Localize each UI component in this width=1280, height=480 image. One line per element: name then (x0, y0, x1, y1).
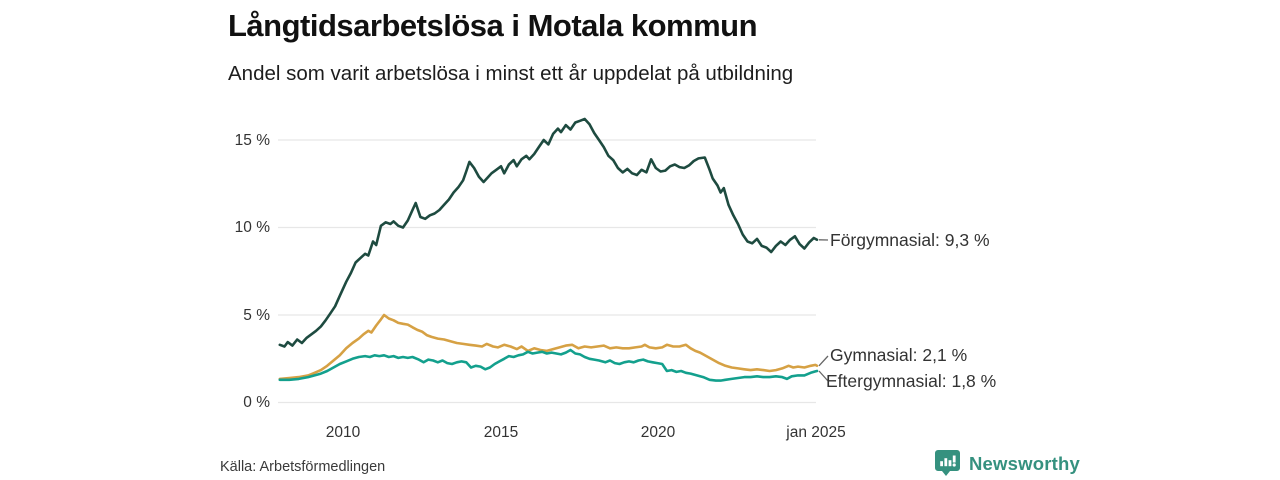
series-label-gymnasial: Gymnasial: 2,1 % (830, 345, 968, 365)
x-tick-label-2010: 2010 (325, 424, 361, 441)
y-tick-label-15: 15 % (234, 132, 270, 149)
newsworthy-barchart-icon (934, 449, 961, 478)
source-note: Källa: Arbetsförmedlingen (220, 459, 386, 475)
series-label-eftergymnasial: Eftergymnasial: 1,8 % (826, 371, 997, 391)
x-tick-label-jan-2025: jan 2025 (786, 424, 846, 441)
y-tick-label-5: 5 % (243, 307, 270, 324)
y-tick-label-10: 10 % (234, 219, 270, 236)
x-tick-label-2015: 2015 (483, 424, 519, 441)
chart-subtitle: Andel som varit arbetslösa i minst ett å… (228, 62, 794, 85)
newsworthy-logo: Newsworthy (934, 449, 1080, 478)
x-tick-label-2020: 2020 (640, 424, 676, 441)
chart-title: Långtidsarbetslösa i Motala kommun (228, 8, 758, 43)
series-label-forgymnasial: Förgymnasial: 9,3 % (830, 230, 990, 250)
y-tick-label-0: 0 % (243, 394, 270, 411)
newsworthy-wordmark: Newsworthy (969, 452, 1080, 474)
